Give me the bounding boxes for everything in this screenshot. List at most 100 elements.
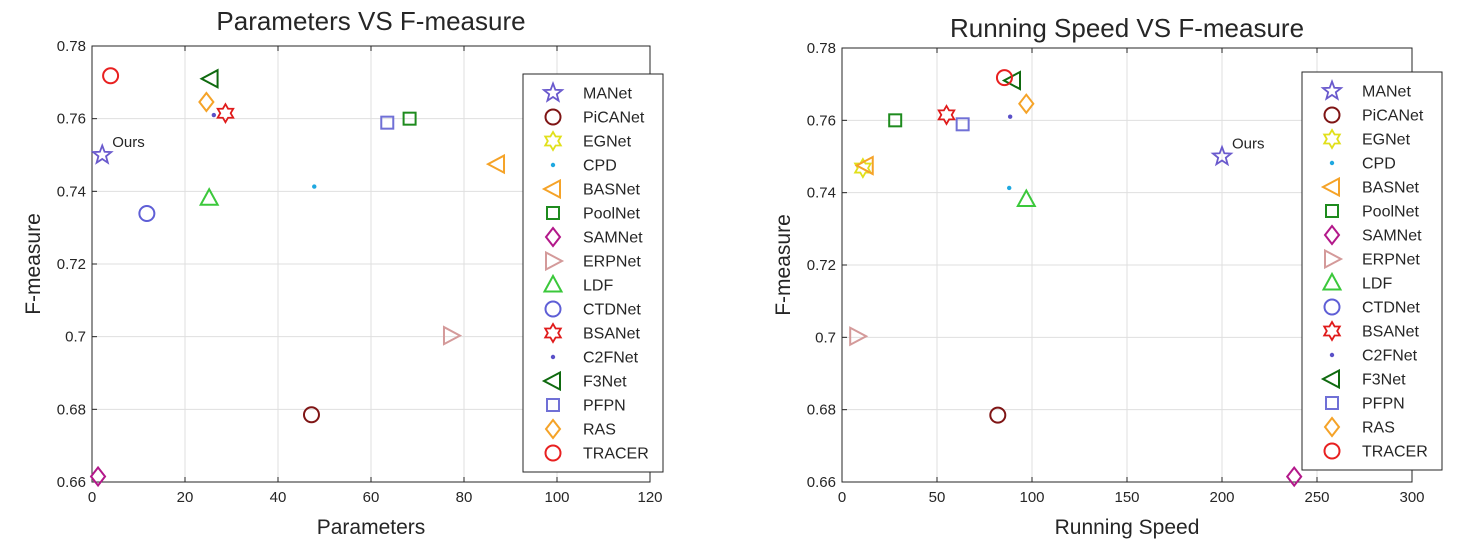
y-axis-label: F-measure	[772, 214, 795, 316]
x-tick-label: 100	[544, 489, 569, 506]
x-tick-label: 80	[456, 489, 473, 506]
point-cpd	[312, 184, 317, 189]
legend-label-f3net: F3Net	[1362, 372, 1406, 389]
y-tick-label: 0.72	[807, 257, 836, 274]
legend-marker-ldf	[542, 273, 564, 293]
legend-label-picanet: PiCANet	[1362, 108, 1424, 125]
legend-label-egnet: EGNet	[1362, 132, 1411, 149]
x-tick-label: 200	[1209, 489, 1234, 506]
legend-label-ras: RAS	[1362, 420, 1395, 437]
legend-marker-picanet	[1323, 106, 1341, 124]
legend-marker-bsanet	[543, 322, 563, 344]
y-tick-label: 0.78	[807, 40, 836, 57]
legend-marker-erpnet	[545, 250, 565, 272]
legend-label-ctdnet: CTDNet	[583, 302, 641, 319]
legend-label-erpnet: ERPNet	[1362, 252, 1420, 269]
legend-label-poolnet: PoolNet	[583, 206, 640, 223]
legend-label-tracer: TRACER	[1362, 444, 1428, 461]
point-pfpn	[380, 115, 395, 130]
legend-label-bsanet: BSANet	[583, 326, 640, 343]
point-ctdnet	[138, 204, 156, 222]
point-samnet	[1285, 465, 1303, 488]
x-axis-label: Parameters	[317, 516, 426, 539]
annotation-label: Ours	[112, 134, 145, 151]
point-tracer	[102, 67, 120, 85]
legend-marker-pfpn	[1325, 396, 1339, 410]
chart-title: Running Speed VS F-measure	[950, 13, 1304, 43]
legend-label-c2fnet: C2FNet	[1362, 348, 1418, 365]
y-tick-label: 0.78	[57, 38, 86, 55]
annotation-label: Ours	[1232, 136, 1265, 153]
legend-marker-tracer	[1323, 442, 1341, 460]
legend-marker-manet	[1320, 78, 1344, 101]
chart-1: 0 20 40 60 80 100 120 0.66 0.68 0.7 0.72 0.74 0.76 0.…	[22, 6, 664, 539]
legend: MANet PiCANet EGNet CPD BASNet PoolNet SAMNet E…	[1301, 71, 1443, 471]
legend-label-manet: MANet	[1362, 84, 1411, 101]
legend-label-cpd: CPD	[1362, 156, 1396, 173]
x-tick-label: 0	[88, 489, 96, 506]
legend-label-basnet: BASNet	[1362, 180, 1419, 197]
point-erpnet	[849, 326, 869, 347]
point-basnet	[485, 153, 506, 175]
x-tick-label: 250	[1304, 489, 1329, 506]
legend-marker-f3net	[541, 370, 561, 392]
y-tick-label: 0.68	[57, 401, 86, 418]
y-tick-label: 0.72	[57, 256, 86, 273]
x-axis-label: Running Speed	[1055, 516, 1200, 539]
legend-marker-cpd	[1329, 160, 1335, 166]
x-tick-label: 0	[838, 489, 846, 506]
legend-marker-erpnet	[1324, 248, 1344, 270]
legend-marker-samnet	[1323, 224, 1341, 246]
y-tick-label: 0.76	[807, 112, 836, 129]
legend-label-bsanet: BSANet	[1362, 324, 1419, 341]
y-tick-label: 0.76	[57, 111, 86, 128]
legend-label-basnet: BASNet	[583, 182, 640, 199]
point-tracer	[995, 69, 1013, 87]
legend-label-samnet: SAMNet	[1362, 228, 1422, 245]
point-picanet	[302, 406, 320, 424]
legend-marker-poolnet	[1325, 204, 1339, 218]
y-tick-label: 0.68	[807, 402, 836, 419]
legend-marker-ras	[544, 418, 562, 440]
x-tick-label: 40	[270, 489, 287, 506]
point-basnet	[854, 155, 874, 176]
legend-label-ldf: LDF	[583, 278, 613, 295]
legend-marker-basnet	[541, 178, 561, 200]
legend-label-ldf: LDF	[1362, 276, 1392, 293]
point-poolnet	[402, 111, 417, 126]
y-tick-label: 0.66	[57, 474, 86, 491]
legend-marker-tracer	[544, 444, 562, 462]
legend-marker-picanet	[544, 108, 562, 126]
point-bsanet	[216, 102, 235, 125]
y-tick-label: 0.74	[807, 185, 836, 202]
y-tick-label: 0.7	[815, 329, 836, 346]
legend-marker-poolnet	[546, 206, 560, 220]
x-tick-label: 120	[637, 489, 662, 506]
point-ras	[198, 91, 215, 113]
legend: MANet PiCANet EGNet CPD BASNet PoolNet SAMNet E…	[522, 73, 664, 473]
x-tick-label: 60	[363, 489, 380, 506]
legend-marker-ras	[1323, 416, 1341, 438]
y-tick-label: 0.74	[57, 183, 86, 200]
legend-label-egnet: EGNet	[583, 134, 632, 151]
legend-label-samnet: SAMNet	[583, 230, 643, 247]
point-c2fnet	[1007, 114, 1013, 119]
legend-marker-f3net	[1320, 368, 1340, 390]
x-tick-label: 100	[1019, 489, 1044, 506]
point-ldf	[198, 187, 220, 206]
legend-marker-ldf	[1321, 271, 1343, 291]
point-samnet	[89, 465, 107, 488]
point-manet	[90, 142, 114, 165]
legend-marker-c2fnet	[1329, 352, 1335, 358]
legend-marker-samnet	[544, 226, 562, 248]
x-tick-label: 50	[929, 489, 946, 506]
chart-title: Parameters VS F-measure	[216, 6, 525, 36]
legend-marker-cpd	[550, 162, 556, 168]
legend-marker-ctdnet	[1323, 298, 1341, 316]
legend-marker-manet	[541, 80, 565, 103]
legend-label-f3net: F3Net	[583, 374, 627, 391]
data-points	[89, 67, 506, 488]
y-tick-label: 0.66	[807, 474, 836, 491]
legend-label-pfpn: PFPN	[1362, 396, 1405, 413]
